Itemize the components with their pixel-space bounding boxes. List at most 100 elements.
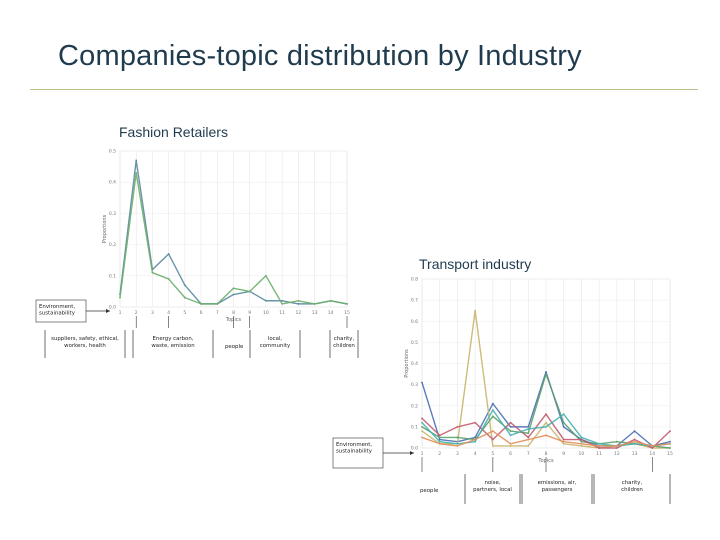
data-point: [562, 442, 565, 445]
title-rule: [30, 89, 698, 90]
x-axis-label: Topics: [537, 458, 554, 464]
annotation-text: emissions, air,: [538, 480, 577, 486]
x-tick-label: 10: [579, 451, 585, 457]
data-point: [580, 436, 583, 439]
data-point: [313, 302, 316, 305]
x-tick-label: 15: [667, 451, 673, 457]
x-tick-label: 6: [200, 310, 203, 316]
data-point: [232, 287, 235, 290]
data-point: [248, 290, 251, 293]
data-point: [438, 436, 441, 439]
data-point: [545, 434, 547, 437]
annotation-text: Energy carbon,: [153, 336, 194, 342]
x-tick-label: 14: [328, 310, 334, 316]
x-tick-label: 5: [183, 310, 186, 316]
data-point: [474, 309, 477, 312]
data-point: [183, 284, 186, 287]
annotation-text: Environment,: [39, 304, 75, 310]
x-tick-label: 12: [295, 310, 301, 316]
data-point: [651, 447, 654, 449]
data-point: [669, 430, 671, 432]
data-point: [598, 442, 601, 445]
annotation-text: suppliers, safety, ethical,: [51, 336, 119, 342]
y-tick-label: 0.5: [411, 340, 418, 346]
annotation-text: people: [420, 488, 439, 494]
x-tick-label: 9: [562, 451, 565, 457]
data-point: [527, 436, 530, 439]
annotation-bracket: [593, 474, 671, 504]
data-point: [562, 440, 565, 443]
y-tick-label: 0.0: [411, 446, 418, 452]
data-point: [491, 409, 494, 411]
annotation-text: waste, emission: [151, 343, 194, 349]
annotation-text: local,: [268, 336, 283, 342]
data-point: [216, 302, 219, 305]
data-point: [456, 444, 459, 447]
annotation-text: Environment,: [336, 442, 372, 448]
annotation-text: noise,: [484, 480, 500, 486]
x-tick-label: 3: [151, 310, 154, 316]
data-point: [580, 438, 583, 441]
y-tick-label: 0.3: [411, 382, 418, 388]
chart-0: 0.00.10.20.30.40.51 2 3 4 5 6 7 8 9 10 11 12 13 14 15T…: [35, 149, 359, 358]
data-point: [421, 425, 423, 428]
annotation-arrowhead: [106, 309, 110, 313]
annotation-text: partners, local: [473, 487, 512, 493]
data-point: [509, 434, 512, 437]
data-point: [580, 444, 583, 447]
data-point: [633, 438, 636, 441]
y-tick-label: 0.1: [411, 424, 418, 430]
data-point: [633, 442, 636, 445]
data-point: [580, 440, 583, 443]
data-point: [545, 413, 547, 416]
data-point: [456, 436, 459, 439]
chart-1: 0.00.10.20.30.40.50.60.70.81 2 3 4 5 6 7 8 9 10 11…: [332, 277, 673, 504]
y-tick-label: 0.1: [109, 273, 116, 279]
x-tick-label: 9: [248, 310, 251, 316]
annotation-bracket: [132, 330, 214, 358]
x-tick-label: 4: [474, 451, 477, 457]
annotation-bracket: [329, 330, 359, 358]
y-tick-label: 0.3: [109, 211, 116, 217]
annotation-text: charity,: [334, 336, 355, 342]
data-point: [297, 299, 300, 302]
data-point: [135, 171, 138, 174]
x-tick-label: 13: [312, 310, 318, 316]
x-tick-label: 8: [545, 451, 548, 457]
x-tick-label: 3: [456, 451, 459, 457]
data-point: [167, 278, 170, 280]
data-point: [456, 442, 459, 445]
data-point: [509, 444, 512, 447]
y-axis-label: Proportions: [102, 214, 108, 243]
data-point: [615, 444, 618, 447]
data-point: [598, 447, 601, 449]
y-tick-label: 0.8: [411, 277, 418, 283]
y-tick-label: 0.2: [109, 242, 116, 248]
x-tick-label: 11: [596, 451, 602, 457]
data-point: [329, 299, 332, 302]
data-point: [545, 373, 547, 375]
x-tick-label: 12: [614, 451, 620, 457]
x-axis-label: Topics: [225, 317, 242, 323]
data-point: [562, 413, 565, 416]
data-point: [491, 415, 494, 418]
data-point: [491, 402, 494, 405]
data-point: [265, 299, 267, 302]
data-point: [438, 438, 441, 441]
annotation-text: sustainability: [39, 311, 76, 317]
annotation-bracket: [249, 330, 301, 358]
data-point: [615, 447, 618, 449]
x-tick-label: 6: [509, 451, 512, 457]
data-point: [183, 296, 186, 299]
data-point: [281, 302, 284, 305]
y-tick-label: 0.7: [411, 298, 418, 304]
data-point: [421, 430, 423, 432]
annotation-box: [332, 437, 384, 469]
annotation-text: sustainability: [336, 449, 373, 455]
data-point: [135, 159, 138, 162]
annotation-text: passengers: [542, 487, 573, 493]
data-point: [545, 371, 547, 373]
data-point: [456, 425, 459, 428]
slide-title: Companies-topic distribution by Industry: [58, 40, 582, 72]
